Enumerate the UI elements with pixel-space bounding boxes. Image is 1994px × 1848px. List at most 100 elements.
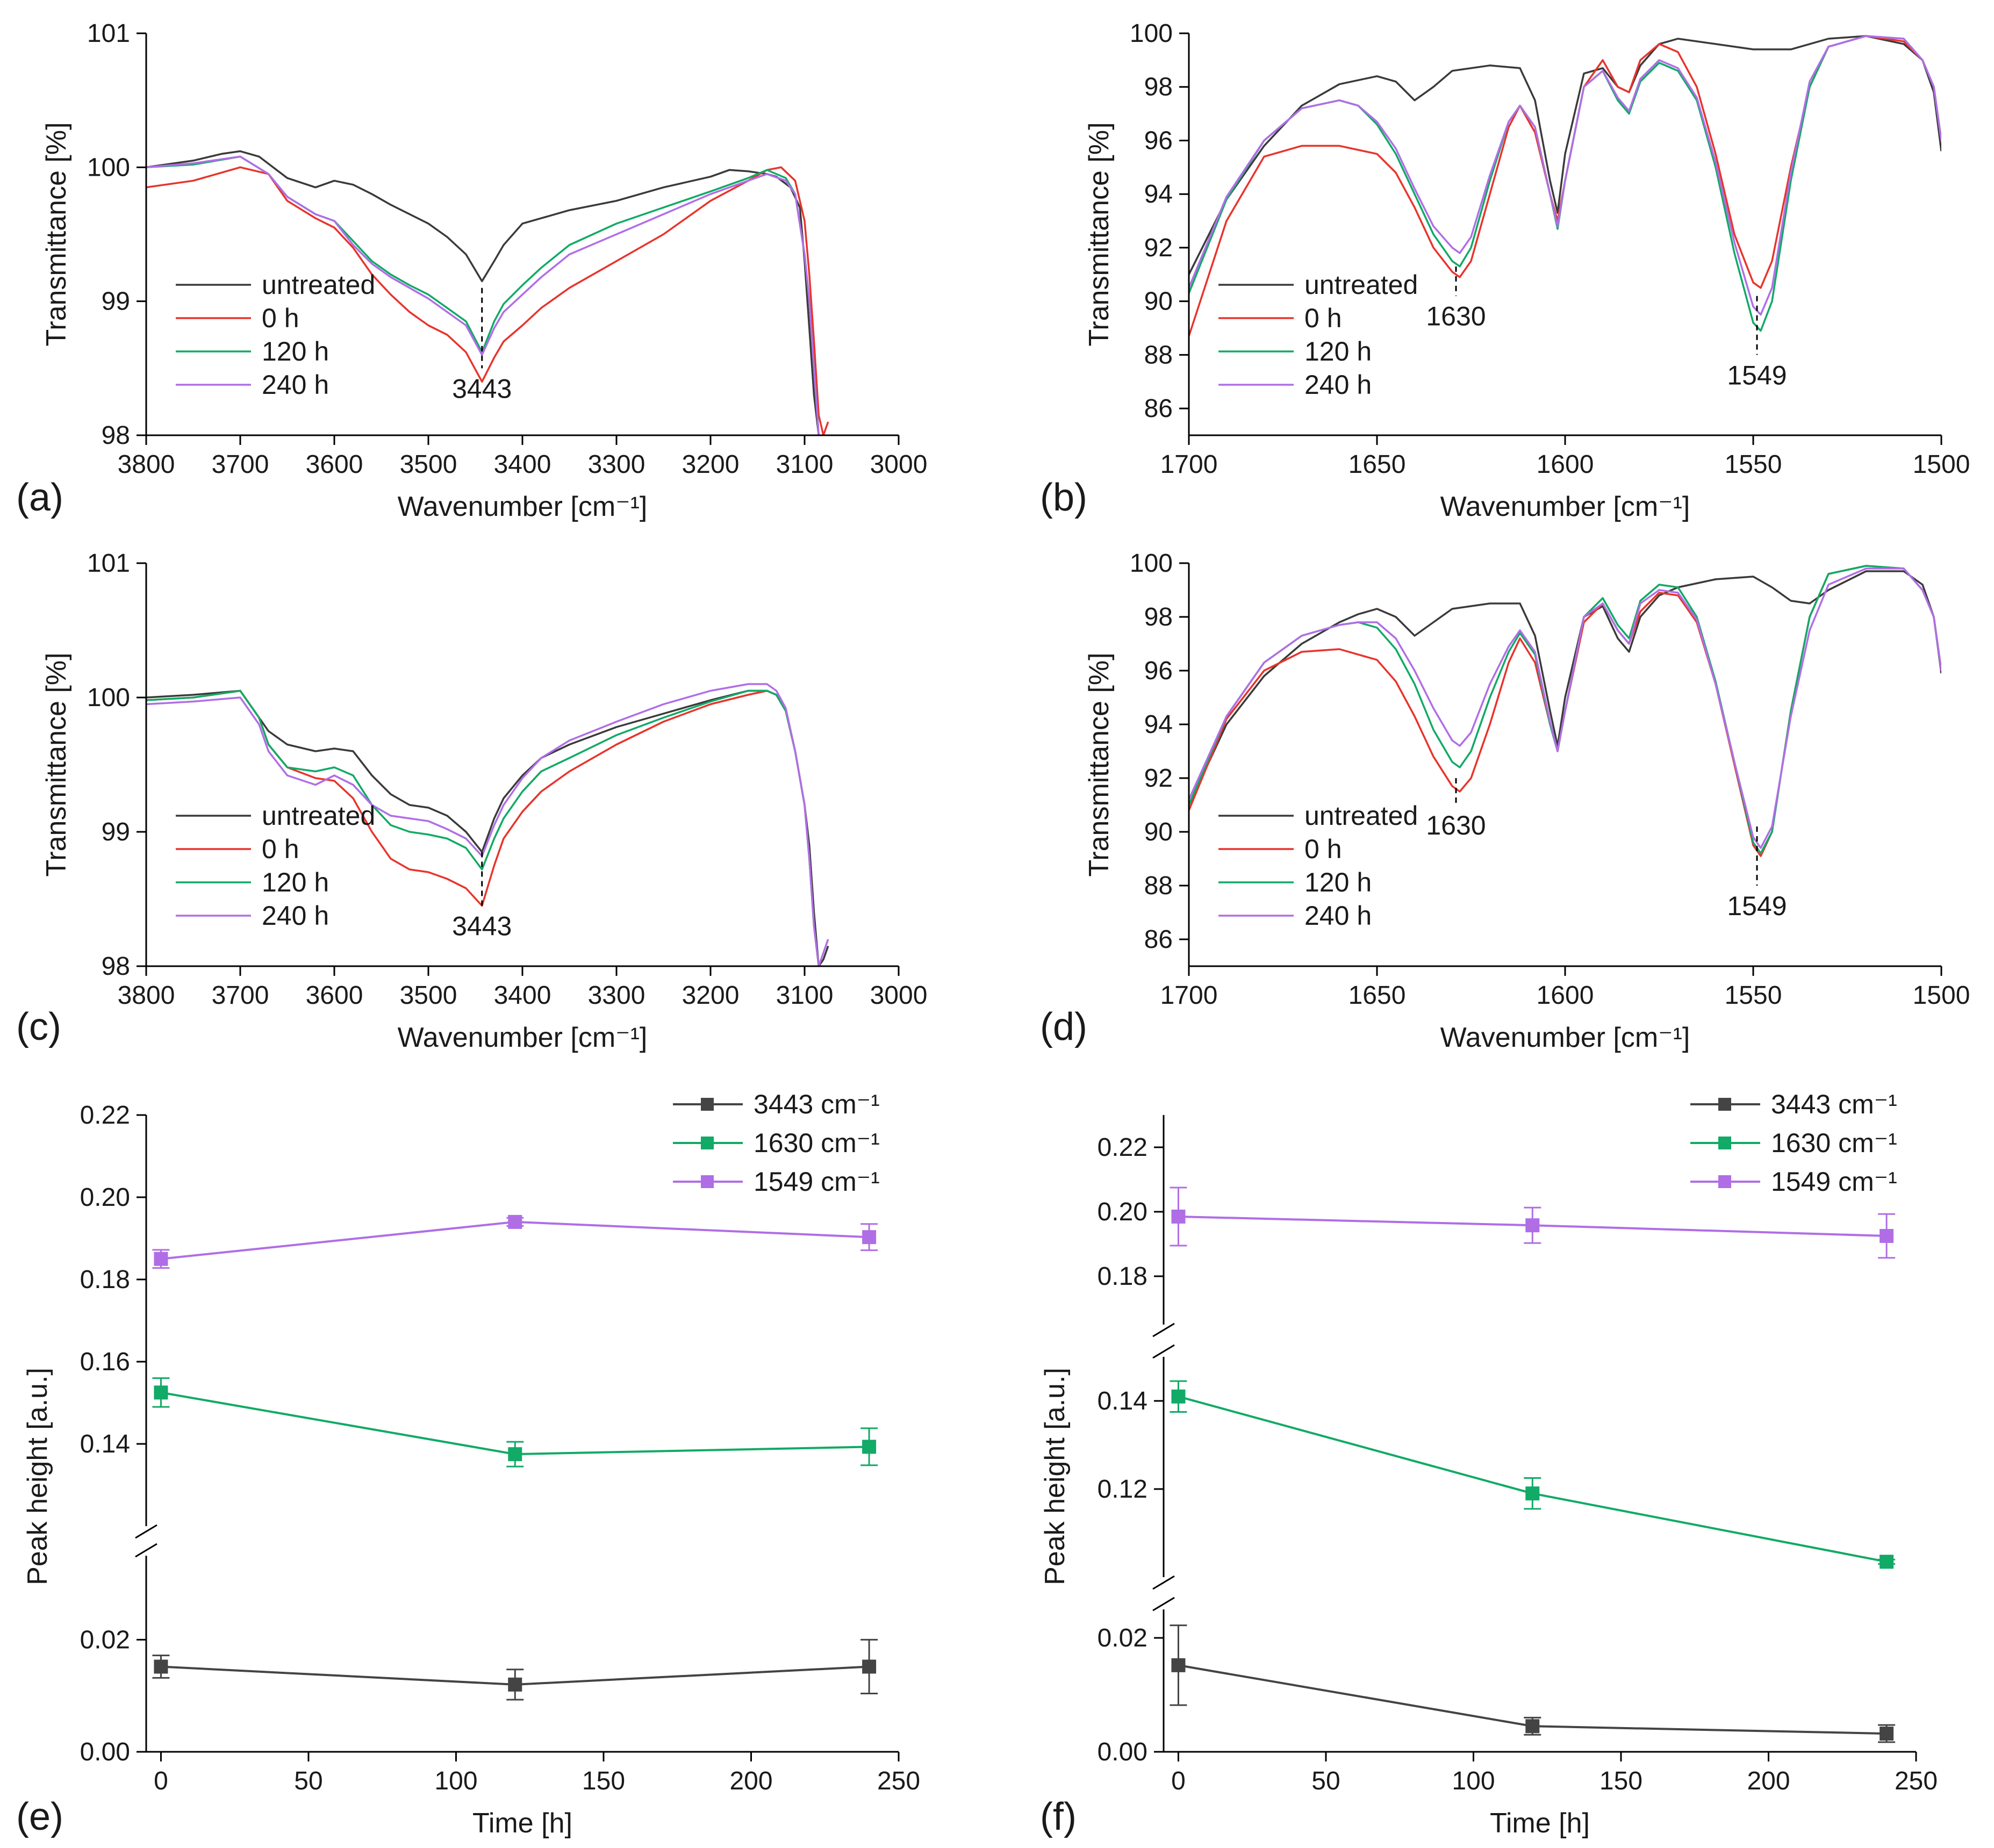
- y-axis-label: Transmittance [%]: [41, 122, 72, 346]
- y-tick-label: 92: [1144, 234, 1173, 262]
- x-tick-label: 150: [1599, 1767, 1642, 1795]
- legend-label: 3443 cm⁻¹: [1771, 1089, 1897, 1119]
- x-tick-label: 3100: [776, 981, 834, 1010]
- y-tick-label: 86: [1144, 925, 1173, 954]
- axis-break-mark: [1152, 1344, 1175, 1359]
- x-tick-label: 3300: [588, 450, 645, 479]
- data-point: [508, 1677, 522, 1692]
- panel-b: 1700 1650 1600 1550 1500 86 88 90 92 94 96 98 100 Wav…: [1084, 19, 1970, 522]
- legend-label: 1630 cm⁻¹: [754, 1128, 880, 1158]
- y-tick-label: 86: [1144, 394, 1173, 423]
- legend-label: untreated: [1304, 270, 1418, 300]
- legend-marker: [701, 1175, 714, 1188]
- panel-label: (a): [16, 476, 63, 519]
- data-point: [508, 1214, 522, 1229]
- x-tick-label: 50: [294, 1767, 322, 1795]
- series-group: [1189, 565, 1941, 857]
- y-tick-label: 96: [1144, 657, 1173, 685]
- x-tick-label: 3800: [118, 981, 175, 1010]
- legend-marker: [1718, 1098, 1731, 1111]
- y-tick-label: 88: [1144, 341, 1173, 369]
- series-line-untreated: [1189, 570, 1941, 806]
- axis-break-mark: [1152, 1322, 1175, 1338]
- x-axis-label: Time [h]: [1490, 1808, 1590, 1839]
- legend-label: 1630 cm⁻¹: [1771, 1128, 1897, 1158]
- y-tick-label: 94: [1144, 180, 1173, 208]
- x-tick-label: 3600: [306, 981, 363, 1010]
- peak-label: 3443: [452, 911, 512, 941]
- data-point: [1171, 1658, 1186, 1672]
- legend-label: 240 h: [262, 370, 329, 400]
- series-line-240h: [1189, 567, 1941, 849]
- panel-d: 1700 1650 1600 1550 1500 86 88 90 92 94 96 98 100 Wav…: [1084, 549, 1970, 1053]
- panel-f: 0.18 0.20 0.22 0.12 0.14 0.00 0.02 0 50 100 150 200…: [1039, 1089, 1938, 1839]
- peak-label: 1630: [1426, 810, 1486, 840]
- y-tick-label: 98: [102, 421, 130, 450]
- y-tick-label: 0.00: [80, 1738, 130, 1766]
- x-tick-label: 200: [729, 1767, 772, 1795]
- data-point: [154, 1252, 168, 1266]
- legend-label: untreated: [262, 801, 375, 831]
- x-tick-label: 3500: [400, 981, 457, 1010]
- axis-break-mark: [1152, 1597, 1175, 1612]
- x-tick-label: 1500: [1913, 450, 1970, 479]
- data-point: [154, 1385, 168, 1400]
- y-tick-label: 100: [87, 153, 130, 182]
- panel-label: (d): [1040, 1005, 1087, 1048]
- x-axis-label: Wavenumber [cm⁻¹]: [398, 491, 648, 522]
- y-tick-label: 101: [87, 549, 130, 578]
- x-tick-label: 250: [877, 1767, 920, 1795]
- y-tick-label: 99: [102, 818, 130, 846]
- data-point: [1525, 1719, 1540, 1734]
- series-line-untreated: [146, 150, 820, 435]
- panel-label: (b): [1040, 476, 1087, 519]
- panel-e: 0.14 0.16 0.18 0.20 0.22 0.00 0.02 0 50 100 150 200…: [22, 1089, 920, 1839]
- y-tick-label: 96: [1144, 126, 1173, 155]
- y-tick-label: 0.18: [80, 1265, 130, 1294]
- legend-label: 240 h: [1304, 901, 1372, 931]
- peak-label: 1549: [1727, 360, 1787, 390]
- x-tick-label: 3600: [306, 450, 363, 479]
- y-axis-label: Peak height [a.u.]: [1039, 1368, 1071, 1585]
- series-group: [146, 683, 829, 966]
- x-tick-label: 3000: [870, 981, 928, 1010]
- legend-label: untreated: [1304, 801, 1418, 831]
- y-tick-label: 0.20: [1098, 1198, 1147, 1226]
- x-tick-label: 1700: [1160, 981, 1218, 1010]
- y-tick-label: 98: [1144, 73, 1173, 102]
- y-tick-label: 100: [1130, 549, 1173, 578]
- legend-label: 120 h: [262, 336, 329, 366]
- x-tick-label: 250: [1895, 1767, 1938, 1795]
- legend-label: 120 h: [262, 867, 329, 897]
- x-axis-label: Wavenumber [cm⁻¹]: [1440, 491, 1690, 522]
- series-line-240h: [1189, 35, 1941, 316]
- y-tick-label: 0.14: [80, 1430, 130, 1458]
- y-tick-label: 88: [1144, 872, 1173, 900]
- x-tick-label: 1550: [1725, 450, 1782, 479]
- axis-break-mark: [135, 1524, 157, 1539]
- x-tick-label: 1700: [1160, 450, 1218, 479]
- x-axis-label: Wavenumber [cm⁻¹]: [398, 1022, 648, 1053]
- series-line-120h: [146, 689, 820, 966]
- series-line-untreated: [1189, 35, 1941, 275]
- y-axis-label: Transmittance [%]: [1084, 122, 1115, 346]
- data-point: [862, 1659, 877, 1674]
- y-tick-label: 98: [1144, 603, 1173, 631]
- data-point: [1880, 1727, 1894, 1741]
- legend-label: 120 h: [1304, 336, 1372, 366]
- x-tick-label: 1550: [1725, 981, 1782, 1010]
- y-tick-label: 0.16: [80, 1348, 130, 1376]
- data-point: [1171, 1389, 1186, 1404]
- x-tick-label: 200: [1747, 1767, 1790, 1795]
- y-axis-label: Peak height [a.u.]: [22, 1368, 53, 1585]
- data-point: [1525, 1218, 1540, 1233]
- data-point: [1525, 1486, 1540, 1501]
- y-axis-label: Transmittance [%]: [41, 652, 72, 876]
- y-tick-label: 0.14: [1098, 1387, 1147, 1415]
- x-tick-label: 3500: [400, 450, 457, 479]
- y-tick-label: 100: [87, 684, 130, 712]
- panel-label: (f): [1040, 1795, 1077, 1838]
- series-group: [146, 150, 829, 435]
- x-tick-label: 3000: [870, 450, 928, 479]
